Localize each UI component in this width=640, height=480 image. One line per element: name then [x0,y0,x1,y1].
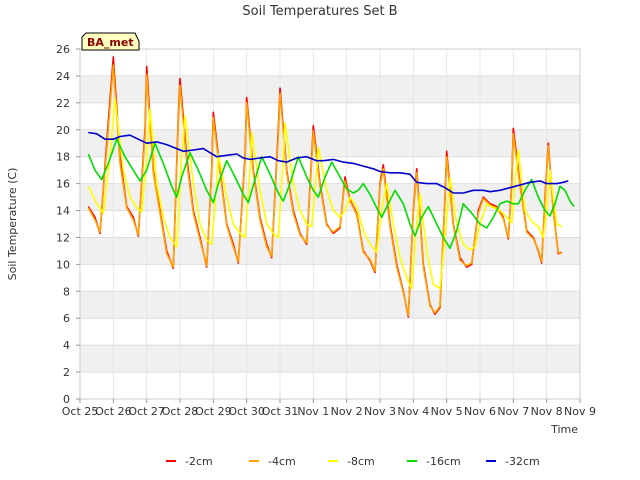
series-lines [87,56,575,318]
y-tick-label: 18 [56,151,70,164]
x-tick-label: Oct 25 [62,405,99,418]
y-tick-label: 12 [56,231,70,244]
legend-label: -8cm [347,455,375,468]
y-tick-label: 26 [56,43,70,56]
badge-label: BA_met [87,36,134,49]
x-tick-label: Oct 31 [262,405,299,418]
series-line-minus-16cm [87,138,575,249]
x-tick-label: Nov 9 [564,405,596,418]
y-tick-label: 4 [63,339,70,352]
x-tick-label: Oct 27 [128,405,165,418]
y-tick-label: 8 [63,285,70,298]
y-tick-label: 22 [56,97,70,110]
x-tick-label: Nov 2 [331,405,363,418]
y-tick-label: 6 [63,312,70,325]
x-tick-label: Nov 4 [397,405,429,418]
plot-band [80,75,580,103]
y-tick-label: 16 [56,178,70,191]
y-tick-label: 0 [63,393,70,406]
x-tick-label: Nov 7 [497,405,529,418]
x-tick-label: Nov 1 [297,405,329,418]
y-tick-label: 14 [56,205,70,218]
badge: BA_met [81,32,140,51]
plot-frame [79,48,581,400]
plot-band [80,345,580,373]
x-tick-label: Nov 3 [364,405,396,418]
x-tick-label: Oct 26 [95,405,132,418]
y-tick-label: 20 [56,124,70,137]
chart-title: Soil Temperatures Set B [242,4,397,19]
badge-shape [81,32,140,51]
legend-label: -16cm [426,455,461,468]
series-line-minus-32cm [88,131,569,194]
y-tick-label: 2 [63,366,70,379]
legend: -2cm -4cm -8cm -16cm -32cm [166,455,540,468]
y-tick-label: 24 [56,70,70,83]
x-tick-label: Nov 6 [464,405,496,418]
legend-label: -32cm [505,455,540,468]
grid-lines [79,48,581,400]
legend-label: -2cm [185,455,213,468]
x-tick-label: Oct 30 [228,405,265,418]
series-line-minus-4cm [87,64,562,317]
x-axis-label: Time [550,423,578,436]
x-tick-label: Nov 5 [431,405,463,418]
y-axis-label: Soil Temperature (C) [6,168,19,281]
legend-label: -4cm [268,455,296,468]
x-tick-label: Oct 28 [162,405,199,418]
x-tick-label: Nov 8 [531,405,563,418]
series-line-minus-8cm [87,98,563,290]
x-tick-label: Oct 29 [195,405,232,418]
y-tick-label: 10 [56,258,70,271]
plot-band [80,237,580,265]
plot-band [80,291,580,319]
